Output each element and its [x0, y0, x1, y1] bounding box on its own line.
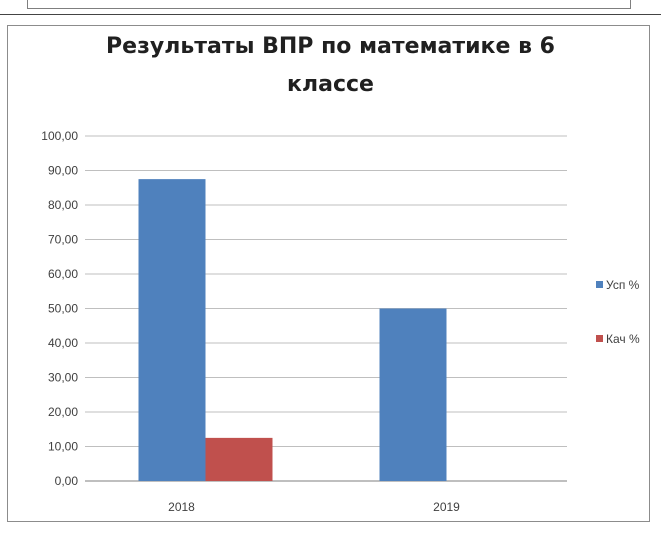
- chart-title: Результаты ВПР по математике в 6 классе: [0, 28, 661, 104]
- bar: [205, 437, 273, 481]
- x-tick-label: 2018: [168, 500, 195, 514]
- y-tick-label: 0,00: [55, 474, 79, 488]
- y-tick-label: 40,00: [48, 336, 78, 350]
- legend-item-usp: Усп %: [596, 277, 646, 317]
- chart-title-line-2: классе: [287, 72, 374, 97]
- bar: [379, 308, 447, 481]
- y-tick-label: 100,00: [41, 129, 78, 143]
- legend-swatch-usp: [596, 281, 603, 288]
- legend-swatch-kach: [596, 335, 603, 342]
- legend: Усп % Кач %: [596, 277, 646, 385]
- y-tick-label: 10,00: [48, 440, 78, 454]
- legend-item-kach: Кач %: [596, 331, 646, 371]
- legend-label-kach: Кач %: [606, 332, 640, 346]
- bar: [138, 179, 206, 481]
- y-tick-label: 20,00: [48, 405, 78, 419]
- chart-title-line-1: Результаты ВПР по математике в 6: [106, 34, 555, 59]
- y-tick-label: 50,00: [48, 302, 78, 316]
- previous-figure-box-edge: [27, 0, 631, 9]
- y-tick-label: 90,00: [48, 164, 78, 178]
- x-tick-label: 2019: [433, 500, 460, 514]
- page-rule: [0, 14, 661, 15]
- y-tick-label: 60,00: [48, 267, 78, 281]
- legend-label-usp: Усп %: [606, 278, 640, 292]
- y-tick-label: 70,00: [48, 233, 78, 247]
- y-tick-label: 80,00: [48, 198, 78, 212]
- y-tick-label: 30,00: [48, 371, 78, 385]
